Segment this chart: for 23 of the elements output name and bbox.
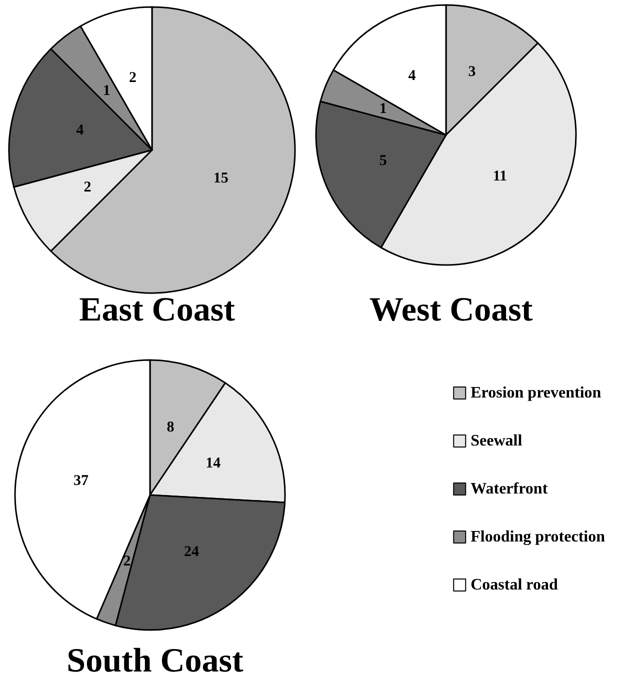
data-label: 1 [379, 100, 387, 117]
data-label: 4 [76, 122, 84, 139]
legend-label: Waterfront [470, 480, 548, 498]
data-label: 4 [408, 68, 416, 84]
data-label: 15 [213, 170, 228, 187]
data-label: 3 [468, 64, 476, 80]
text: East Coast [79, 292, 236, 328]
data-label: 8 [166, 420, 174, 436]
legend-label: Flooding protection [470, 528, 606, 546]
legend-label: Coastal road [470, 576, 558, 594]
data-label: 14 [206, 456, 222, 472]
data-label: 2 [128, 70, 136, 86]
text: West Coast [369, 292, 534, 328]
legend-label: Erosion prevention [470, 384, 602, 402]
data-label: 2 [84, 179, 92, 196]
data-label: 37 [73, 472, 89, 489]
data-label: 2 [123, 554, 131, 570]
legend-label: Seewall [470, 432, 523, 450]
data-label: 24 [184, 544, 200, 560]
text: South Coast [66, 642, 244, 679]
data-label: 5 [379, 153, 387, 170]
data-label: 1 [102, 82, 110, 99]
data-label: 11 [492, 168, 508, 184]
